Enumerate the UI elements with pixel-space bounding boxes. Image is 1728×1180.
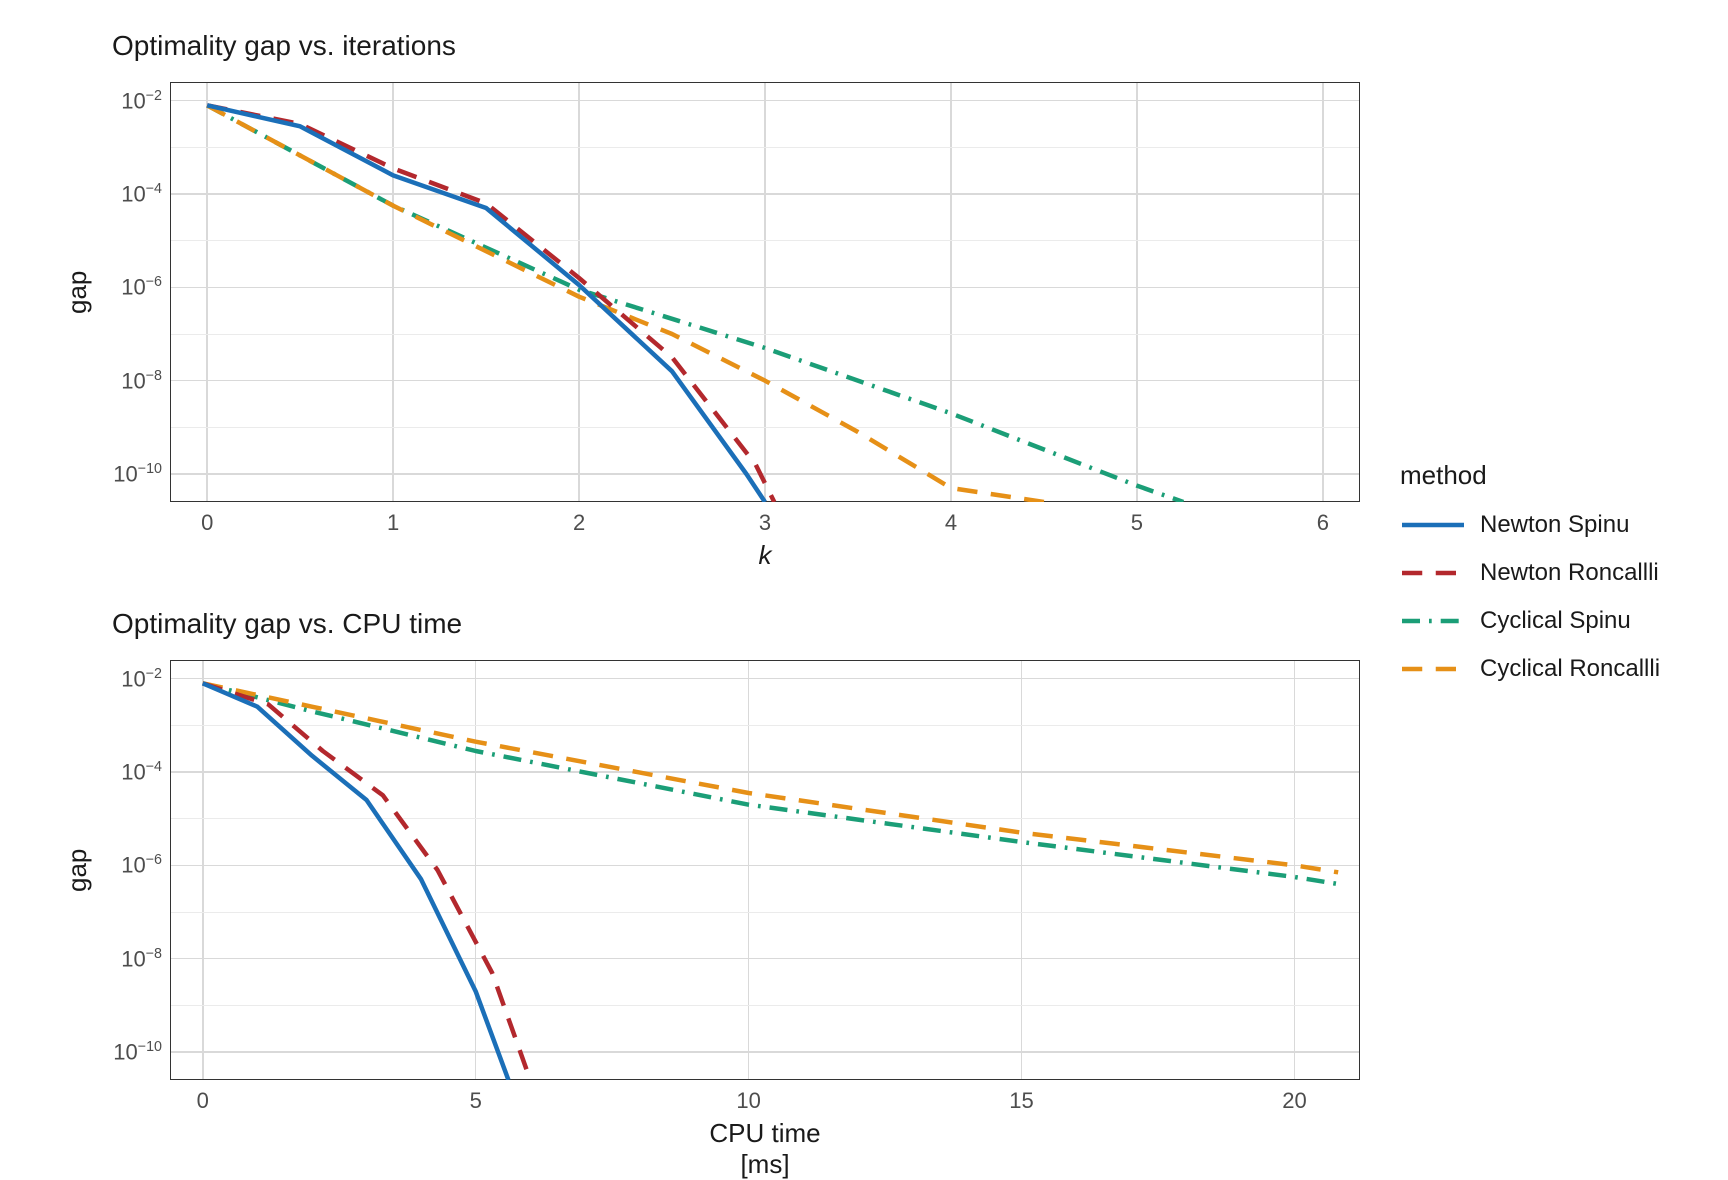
x-tick-label: 0	[178, 1088, 228, 1114]
x-tick-label: 15	[997, 1088, 1047, 1114]
legend-item: Cyclical Spinu	[1400, 597, 1660, 645]
y-tick-label: 10−8	[82, 368, 162, 394]
y-tick-label: 10−8	[82, 946, 162, 972]
legend-item: Newton Spinu	[1400, 501, 1660, 549]
y-tick-label: 10−2	[82, 666, 162, 692]
y-tick-label: 10−6	[82, 274, 162, 300]
legend-swatch	[1400, 510, 1466, 540]
x-tick-label: 6	[1298, 510, 1348, 536]
x-axis-label: CPU time [ms]	[685, 1118, 845, 1180]
y-tick-label: 10−10	[82, 1039, 162, 1065]
figure-stage: Optimality gap vs. iterations 0 1 2 3 4 5 6 10−1…	[0, 0, 1728, 1152]
x-tick-label: 2	[554, 510, 604, 536]
plot-panel	[170, 82, 1360, 502]
legend-item: Cyclical Roncallli	[1400, 645, 1660, 693]
x-tick-label: 0	[182, 510, 232, 536]
legend-swatch	[1400, 654, 1466, 684]
x-tick-label: 3	[740, 510, 790, 536]
legend-label: Newton Spinu	[1480, 511, 1629, 539]
y-tick-label: 10−6	[82, 852, 162, 878]
y-tick-label: 10−4	[82, 181, 162, 207]
x-tick-label: 5	[451, 1088, 501, 1114]
y-axis-label: gap	[62, 271, 93, 314]
chart-title: Optimality gap vs. CPU time	[112, 608, 462, 640]
x-tick-label: 4	[926, 510, 976, 536]
legend-swatch	[1400, 606, 1466, 636]
y-tick-label: 10−2	[82, 88, 162, 114]
legend-item: Newton Roncallli	[1400, 549, 1660, 597]
legend-label: Cyclical Spinu	[1480, 607, 1631, 635]
x-tick-label: 20	[1269, 1088, 1319, 1114]
chart-title: Optimality gap vs. iterations	[112, 30, 456, 62]
x-tick-label: 5	[1112, 510, 1162, 536]
y-tick-label: 10−10	[82, 461, 162, 487]
legend-title: method	[1400, 460, 1660, 491]
plot-panel	[170, 660, 1360, 1080]
legend-swatch	[1400, 558, 1466, 588]
legend: method Newton Spinu Newton Roncallli Cyclic…	[1400, 460, 1660, 693]
y-tick-label: 10−4	[82, 759, 162, 785]
x-tick-label: 1	[368, 510, 418, 536]
x-tick-label: 10	[724, 1088, 774, 1114]
legend-label: Newton Roncallli	[1480, 559, 1659, 587]
legend-label: Cyclical Roncallli	[1480, 655, 1660, 683]
x-axis-label: k	[685, 540, 845, 571]
y-axis-label: gap	[62, 849, 93, 892]
